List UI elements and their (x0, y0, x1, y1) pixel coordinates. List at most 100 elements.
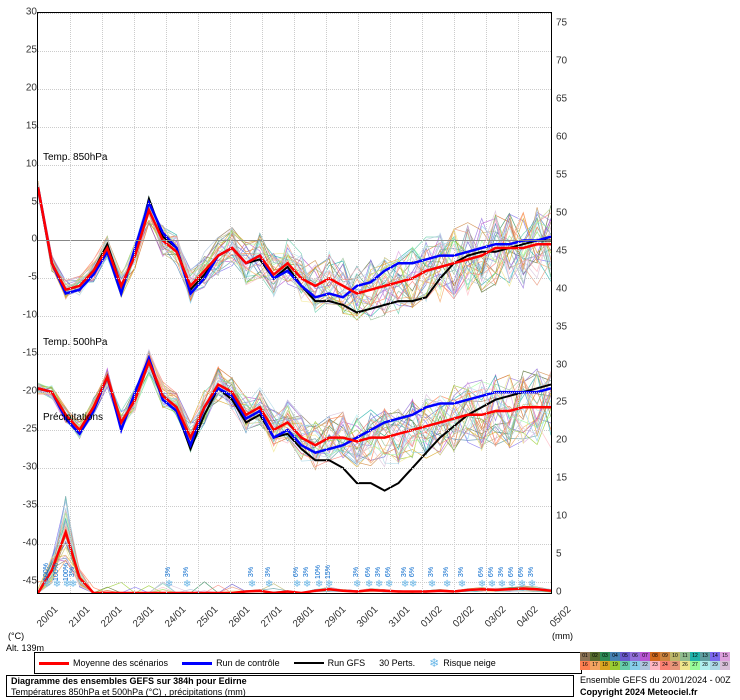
x-tick: 30/01 (355, 604, 380, 629)
right-info: Ensemble GEFS du 20/01/2024 - 00Z Copyri… (580, 675, 731, 698)
snow-risk-marker: 6%❄ (292, 568, 302, 590)
x-tick: 02/02 (451, 604, 476, 629)
y-right-tick: 25 (556, 397, 567, 408)
y-left-tick: -10 (7, 310, 37, 321)
y-right-tick: 55 (556, 170, 567, 181)
x-tick: 24/01 (163, 604, 188, 629)
pert-swatch: 06 (630, 652, 640, 661)
y-left-tick: -30 (7, 461, 37, 472)
y-right-tick: 10 (556, 511, 567, 522)
snow-risk-marker: 6%❄ (517, 568, 527, 590)
x-tick: 25/01 (195, 604, 220, 629)
snow-risk-marker: 3%❄ (247, 568, 257, 590)
pert-swatch: 15 (720, 652, 730, 661)
pert-swatch: 19 (610, 661, 620, 670)
snow-risk-marker: 3%❄ (182, 568, 192, 590)
snow-risk-marker: 3%❄ (302, 568, 312, 590)
pert-swatch: 13 (700, 652, 710, 661)
y-left-tick: -20 (7, 386, 37, 397)
snow-risk-marker: 15%❄ (322, 568, 336, 590)
pert-swatch: 22 (640, 661, 650, 670)
pert-swatch: 27 (690, 661, 700, 670)
x-tick: 21/01 (67, 604, 92, 629)
y-right-tick: 60 (556, 132, 567, 143)
chart-annotation: Temp. 850hPa (43, 152, 108, 163)
legend-item: 30 Perts. (379, 658, 415, 668)
snow-risk-marker: 3%❄ (264, 568, 274, 590)
x-tick: 04/02 (515, 604, 540, 629)
legend-item: Moyenne des scénarios (39, 658, 168, 668)
snow-risk-marker: 3%❄ (527, 568, 537, 590)
pert-swatch: 16 (580, 661, 590, 670)
pert-swatch: 28 (700, 661, 710, 670)
x-tick: 31/01 (387, 604, 412, 629)
pert-swatch: 30 (720, 661, 730, 670)
pert-swatch: 07 (640, 652, 650, 661)
snow-risk-marker: 6%❄ (408, 568, 418, 590)
ensemble-run-info: Ensemble GEFS du 20/01/2024 - 00Z (580, 675, 731, 687)
x-tick: 22/01 (99, 604, 124, 629)
copyright: Copyright 2024 Meteociel.fr (580, 687, 731, 699)
y-right-tick: 40 (556, 283, 567, 294)
chart-container: (°C) (mm) Alt. 139m Moyenne des scénario… (0, 0, 740, 700)
y-right-tick: 75 (556, 18, 567, 29)
snow-risk-marker: 3%❄ (457, 568, 467, 590)
snow-risk-marker: 3%❄ (352, 568, 362, 590)
pert-swatch: 23 (650, 661, 660, 670)
snow-risk-marker: 3%❄ (374, 568, 384, 590)
y-left-tick: -15 (7, 348, 37, 359)
x-tick: 23/01 (131, 604, 156, 629)
legend-snow: ❄Risque neige (429, 656, 496, 670)
y-left-tick: -45 (7, 575, 37, 586)
snow-risk-marker: 6%❄ (507, 568, 517, 590)
pert-swatch: 26 (680, 661, 690, 670)
pert-swatch: 21 (630, 661, 640, 670)
chart-annotation: Précipitations (43, 412, 103, 423)
snow-risk-marker: 6%❄ (364, 568, 374, 590)
pert-swatch: 04 (610, 652, 620, 661)
pert-swatch: 02 (590, 652, 600, 661)
pert-swatch: 17 (590, 661, 600, 670)
pert-swatch: 14 (710, 652, 720, 661)
snow-risk-marker: 3%❄ (164, 568, 174, 590)
pert-swatch: 24 (660, 661, 670, 670)
y-left-tick: 30 (7, 7, 37, 18)
pert-swatch: 29 (710, 661, 720, 670)
plot-area (37, 12, 552, 594)
y-right-tick: 15 (556, 473, 567, 484)
pert-swatch: 08 (650, 652, 660, 661)
info-subtitle: Températures 850hPa et 500hPa (°C) , pré… (11, 687, 569, 698)
pert-swatch: 12 (690, 652, 700, 661)
y-left-tick: 25 (7, 44, 37, 55)
y-left-tick: 5 (7, 196, 37, 207)
pert-swatch: 11 (680, 652, 690, 661)
pert-swatch: 05 (620, 652, 630, 661)
snow-risk-marker: 6%❄ (487, 568, 497, 590)
y-right-tick: 65 (556, 94, 567, 105)
pert-swatch: 18 (600, 661, 610, 670)
legend-item: Run de contrôle (182, 658, 280, 668)
info-title: Diagramme des ensembles GEFS sur 384h po… (11, 676, 569, 687)
chart-annotation: Temp. 500hPa (43, 337, 108, 348)
y-left-tick: -35 (7, 499, 37, 510)
x-tick: 28/01 (291, 604, 316, 629)
perturbation-swatches: 0102030405060708091011121314151617181920… (580, 652, 736, 670)
snow-risk-marker: 3%❄ (497, 568, 507, 590)
y-right-tick: 50 (556, 207, 567, 218)
y-left-tick: 0 (7, 234, 37, 245)
pert-swatch: 01 (580, 652, 590, 661)
y-right-tick: 0 (556, 587, 562, 598)
x-tick: 03/02 (483, 604, 508, 629)
legend-item: Run GFS (294, 658, 366, 668)
left-axis-unit: (°C) (8, 631, 24, 641)
x-tick: 29/01 (323, 604, 348, 629)
y-left-tick: 20 (7, 82, 37, 93)
y-right-tick: 45 (556, 245, 567, 256)
info-box: Diagramme des ensembles GEFS sur 384h po… (6, 675, 574, 697)
x-tick: 26/01 (227, 604, 252, 629)
y-left-tick: -25 (7, 423, 37, 434)
right-axis-unit: (mm) (552, 631, 573, 641)
snow-risk-marker: 3%❄ (68, 568, 78, 590)
snow-risk-marker: 3%❄ (427, 568, 437, 590)
y-left-tick: 15 (7, 120, 37, 131)
